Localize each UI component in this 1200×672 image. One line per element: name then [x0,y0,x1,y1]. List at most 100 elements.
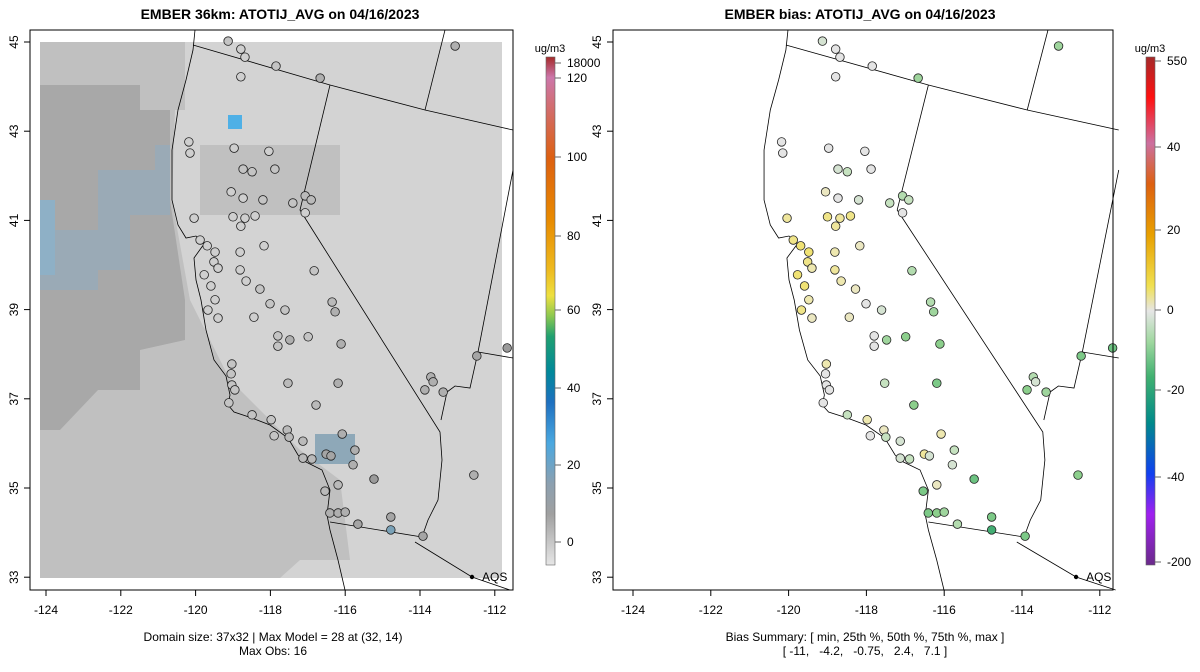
station-marker [265,299,275,309]
station-marker [298,436,308,446]
station-marker [350,445,360,455]
station-marker [330,307,340,317]
x-tick-label: -120 [184,603,208,617]
station-marker [932,480,942,490]
station-marker [238,193,248,203]
station-marker [280,305,290,315]
station-marker [850,284,861,294]
station-marker [952,519,963,529]
station-marker [1020,531,1030,541]
x-tick-label: -116 [933,603,956,617]
station-marker [333,480,343,490]
y-tick-label: 37 [590,392,604,406]
colorbar-tick-label: 0 [1167,303,1174,317]
station-marker [807,313,817,323]
station-marker [224,398,234,408]
station-marker [235,265,245,275]
station-marker [885,198,895,208]
station-marker [833,164,843,174]
station-marker [876,305,887,315]
y-tick-label: 39 [7,303,21,317]
station-marker [336,339,346,349]
station-marker [469,470,479,480]
station-marker [881,432,891,442]
station-marker [923,508,933,518]
station-marker [210,295,220,305]
station-marker [804,295,814,305]
station-marker [418,531,428,541]
x-tick-label: -122 [109,603,133,617]
station-marker [1041,387,1051,397]
station-marker [249,312,259,322]
y-tick-label: 45 [7,35,21,49]
station-marker [250,211,260,221]
colorbar-tick-label: 60 [567,303,581,317]
station-marker [327,297,337,307]
left-footer-line1: Domain size: 37x32 | Max Model = 28 at (… [143,630,403,644]
station-marker [820,187,831,197]
station-marker [778,148,788,158]
state-border [896,84,1046,538]
station-marker [271,61,281,71]
y-tick-label: 35 [590,481,604,495]
station-marker [1053,41,1064,51]
colorbar-tick-label: -40 [1167,470,1185,484]
station-marker [273,331,283,341]
station-marker [236,72,246,82]
station-marker [284,432,294,442]
station-marker [247,167,257,177]
station-marker [213,263,223,273]
station-marker [799,281,810,291]
station-marker [836,276,846,286]
right-footer-line1: Bias Summary: [ min, 25th %, 50th %, 75t… [725,630,1005,644]
colorbar [545,56,556,566]
right-map-title: EMBER bias: ATOTIJ_AVG on 04/16/2023 [724,6,996,22]
colorbar-unit: ug/m3 [535,43,566,55]
station-marker [386,512,396,522]
station-marker [311,400,321,410]
station-marker [226,369,236,379]
station-marker [315,73,325,83]
station-marker [869,331,879,341]
left-footer: Domain size: 37x32 | Max Model = 28 at (… [0,630,546,658]
aqs-legend-marker [469,574,475,580]
station-marker [264,146,274,156]
station-marker [386,525,396,535]
model-grid-max-cell [228,115,242,129]
station-marker [199,270,209,280]
station-marker [776,137,787,147]
aqs-legend-label: AQS [1086,570,1111,584]
y-tick-label: 43 [590,124,604,138]
station-marker [865,431,875,441]
station-marker [807,263,817,273]
station-marker [258,195,268,205]
station-marker [862,415,872,425]
station-marker [936,429,946,439]
station-marker [830,247,840,257]
colorbar-unit: ug/m3 [1135,43,1166,55]
station-marker [853,195,864,205]
y-tick-label: 43 [7,124,21,138]
station-marker [185,148,195,158]
station-marker [986,525,997,535]
station-marker [935,339,945,349]
station-marker [238,164,248,174]
colorbar-tick-label: 120 [567,71,587,85]
x-tick-label: -124 [621,603,645,617]
station-marker [842,167,853,177]
station-marker [195,235,205,245]
station-marker [420,385,430,395]
x-tick-label: -122 [699,603,723,617]
station-marker [824,385,835,395]
station-marker [1022,385,1032,395]
x-tick-label: -118 [855,603,878,617]
station-marker [855,241,865,251]
model-grid-nevada-cells [200,145,340,215]
station-marker [236,44,246,54]
station-marker [288,198,298,208]
station-marker [502,343,512,353]
station-marker [835,52,845,62]
bias-map: AQS -124 -122 -120 -118 -116 -114 -112 33 35 37 39 4… [590,29,1120,617]
station-marker [236,221,246,231]
